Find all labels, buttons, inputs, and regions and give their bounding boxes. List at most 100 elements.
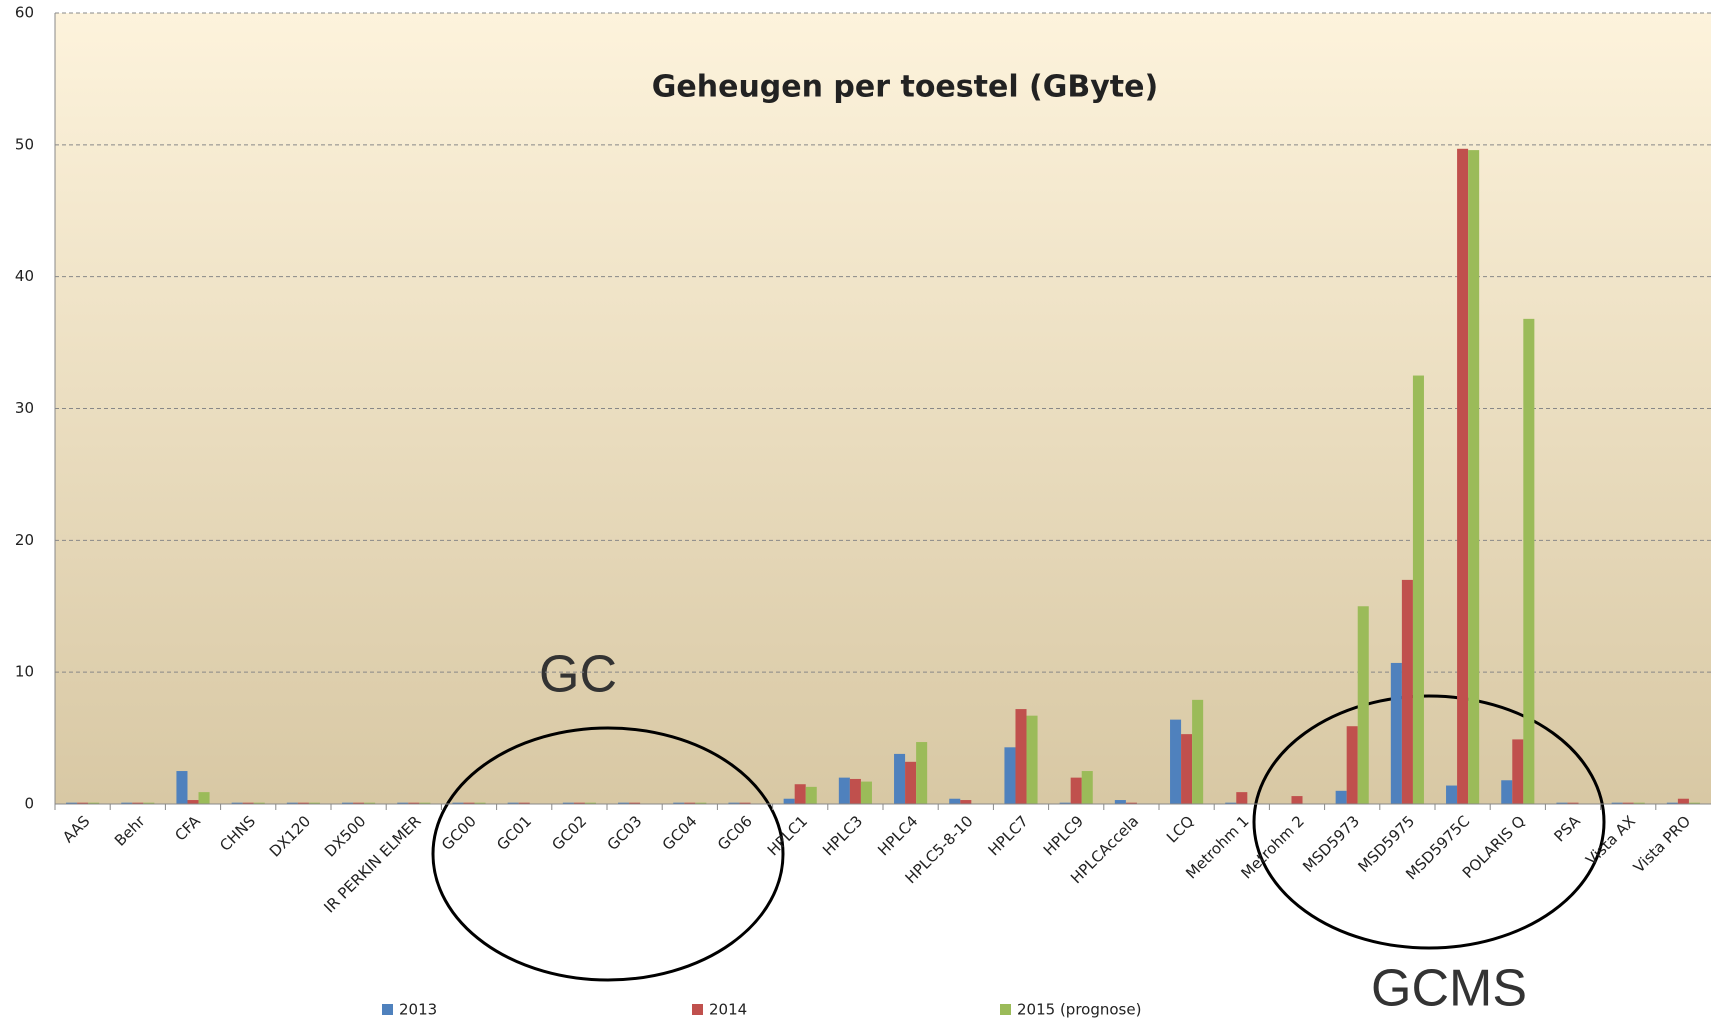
bar <box>1501 780 1513 804</box>
bar <box>1004 747 1016 804</box>
bar <box>1468 150 1480 804</box>
x-tick-label: DX120 <box>266 812 314 860</box>
x-tick-label: GC06 <box>714 812 756 854</box>
gc-ellipse <box>431 726 785 982</box>
bar <box>1611 802 1623 804</box>
y-tick-label: 50 <box>15 135 34 153</box>
bar <box>1059 802 1071 804</box>
bar <box>1170 719 1182 804</box>
bar <box>1512 739 1524 804</box>
bar <box>584 802 596 804</box>
bar <box>1125 802 1137 804</box>
bar <box>1192 699 1204 804</box>
bar <box>562 802 574 804</box>
bar <box>894 753 906 804</box>
bar <box>1688 802 1700 804</box>
x-tick-label: HPLC3 <box>819 812 866 859</box>
x-tick-label: CFA <box>171 812 204 845</box>
bar <box>1015 709 1027 804</box>
bar <box>397 802 409 804</box>
bar <box>1236 792 1248 804</box>
bar <box>419 802 431 804</box>
bar <box>176 771 188 804</box>
bar <box>474 802 486 804</box>
y-tick-label: 0 <box>24 795 34 813</box>
x-tick-label: DX500 <box>321 812 369 860</box>
bar <box>1291 796 1303 804</box>
bar <box>143 802 155 804</box>
bar <box>518 802 530 804</box>
bar <box>132 802 144 804</box>
bar <box>452 802 464 804</box>
bar <box>794 784 806 804</box>
bar <box>949 798 961 804</box>
bar <box>1081 771 1093 804</box>
bar <box>408 802 420 804</box>
bar <box>1335 790 1347 804</box>
chart-title: Geheugen per toestel (GByte) <box>652 70 1158 105</box>
bar <box>1181 734 1193 804</box>
x-tick-label: HPLC7 <box>985 812 1032 859</box>
legend-label: 2014 <box>709 1001 747 1019</box>
bar <box>960 800 972 804</box>
bar <box>66 802 78 804</box>
legend-label: 2013 <box>399 1001 437 1019</box>
bar <box>353 802 365 804</box>
bar <box>242 802 254 804</box>
bar <box>88 802 100 804</box>
bar <box>231 802 243 804</box>
bar <box>1114 800 1126 804</box>
x-tick-label: IR PERKIN ELMER <box>320 812 424 916</box>
x-tick-label: HPLC1 <box>764 812 811 859</box>
bar <box>573 802 585 804</box>
legend-swatch <box>1000 1004 1011 1015</box>
y-tick-label: 10 <box>15 663 34 681</box>
bar <box>253 802 265 804</box>
bar <box>1225 802 1237 804</box>
x-tick-label: Vista PRO <box>1630 812 1694 876</box>
y-tick-label: 30 <box>15 399 34 417</box>
bar <box>1412 375 1424 804</box>
bar <box>838 777 850 804</box>
annotation: GCMS <box>1371 960 1527 1018</box>
bar <box>1622 802 1634 804</box>
x-tick-label: MSD5973 <box>1299 812 1363 876</box>
legend-swatch <box>382 1004 393 1015</box>
bar <box>916 742 928 804</box>
bar <box>121 802 133 804</box>
bar <box>1567 802 1579 804</box>
bar <box>198 792 210 804</box>
bar <box>187 800 199 804</box>
legend-label: 2015 (prognose) <box>1017 1001 1141 1019</box>
bar <box>463 802 475 804</box>
bar <box>1026 715 1038 804</box>
bar <box>860 781 872 804</box>
bar <box>1556 802 1568 804</box>
x-tick-label: HPLC9 <box>1040 812 1087 859</box>
x-tick-label: HPLC4 <box>874 812 921 859</box>
bar <box>905 761 917 804</box>
bar <box>1677 798 1689 804</box>
x-tick-label: GC02 <box>548 812 590 854</box>
bar <box>1446 785 1458 804</box>
bar <box>507 802 519 804</box>
bar <box>1523 318 1535 804</box>
bar <box>1070 777 1082 804</box>
bar <box>684 802 696 804</box>
bar <box>1633 802 1645 804</box>
bar <box>286 802 298 804</box>
legend-swatch <box>692 1004 703 1015</box>
bar <box>629 802 641 804</box>
bar <box>783 798 795 804</box>
bar <box>1401 579 1413 804</box>
bar <box>805 786 817 804</box>
annotation: GC <box>539 646 617 704</box>
bar <box>1457 148 1469 804</box>
bar <box>364 802 376 804</box>
y-tick-label: 60 <box>15 4 34 22</box>
bar <box>695 802 707 804</box>
x-tick-label: LCQ <box>1163 812 1197 846</box>
y-tick-label: 20 <box>15 531 34 549</box>
bar <box>728 802 740 804</box>
